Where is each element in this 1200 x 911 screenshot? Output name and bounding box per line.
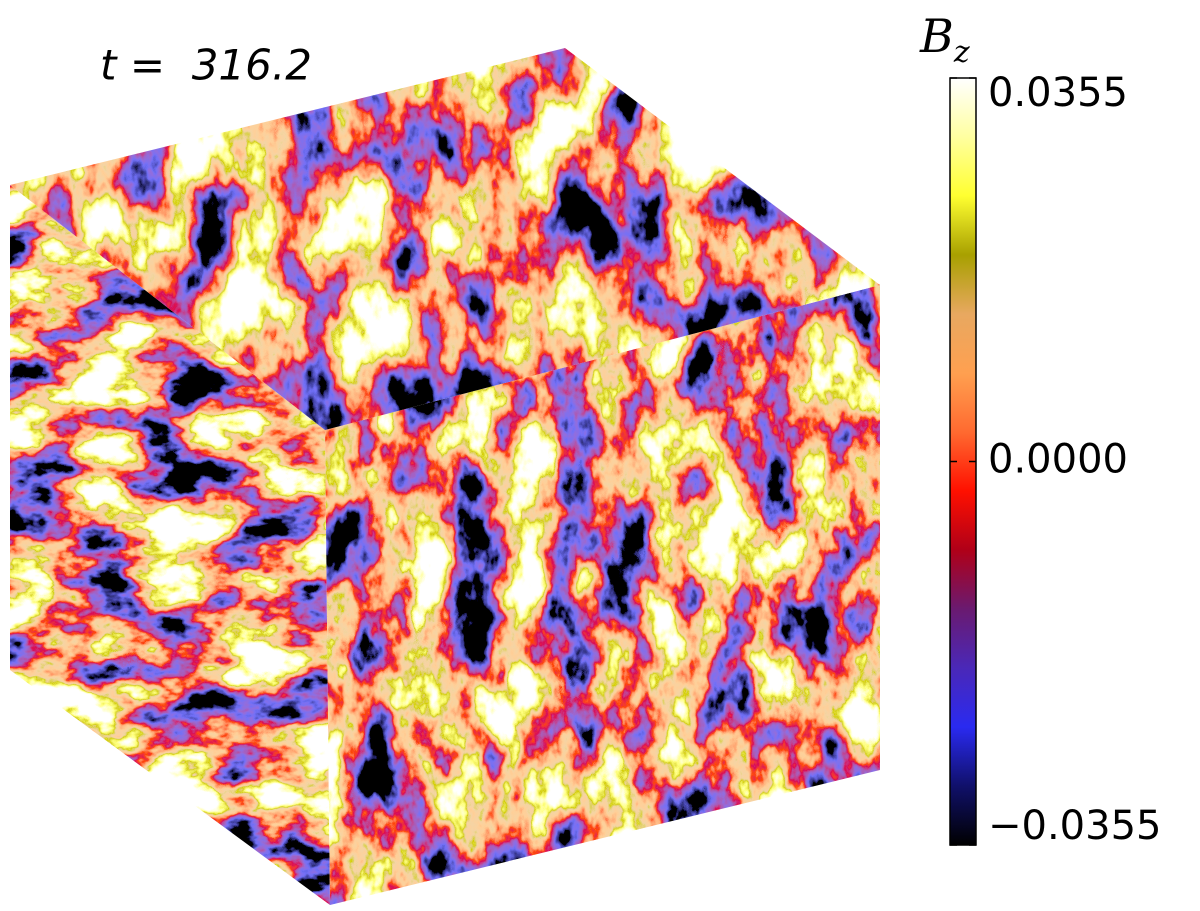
colorbar-label-sub: z (953, 35, 970, 70)
colorbar-tick-label: 0.0000 (988, 437, 1128, 483)
colorbar-tick-label: 0.0355 (988, 70, 1128, 116)
time-label: t = 316.2 (100, 41, 312, 90)
cube (10, 48, 880, 905)
colorbar-tick-label: −0.0355 (988, 803, 1161, 849)
colorbar-label: Bz (919, 9, 970, 70)
colorbar-label-main: B (919, 9, 954, 63)
